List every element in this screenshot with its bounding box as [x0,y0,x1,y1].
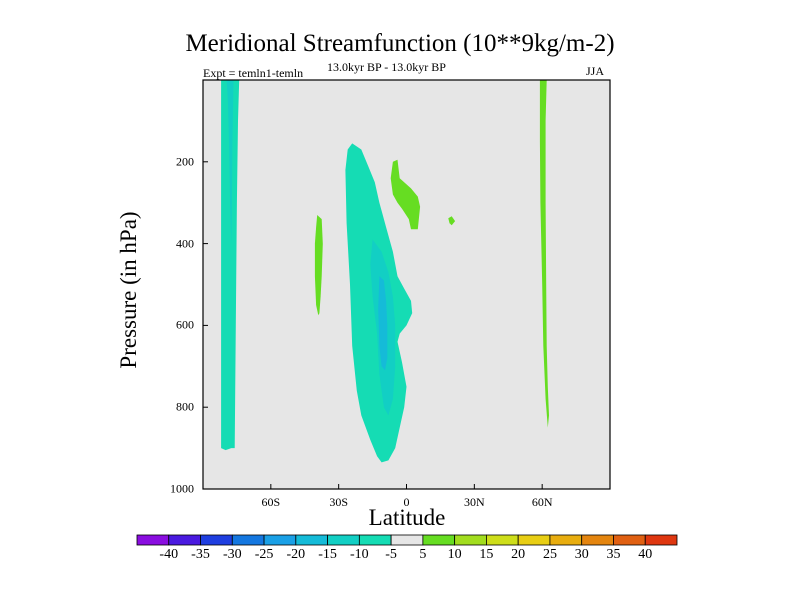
colorbar-swatch [517,534,551,546]
colorbar-swatch [581,534,614,546]
colorbar-swatch [231,534,265,546]
colorbar-swatch [644,534,678,546]
y-tick-label: 800 [176,399,194,414]
x-tick-label: 30N [463,495,485,509]
colorbar-label: -30 [222,547,242,562]
colorbar-swatch [136,534,170,546]
plot-area [203,80,610,489]
colorbar-swatch [613,534,646,546]
region-positive-speck [448,216,456,226]
colorbar-swatch [200,534,233,546]
colorbar-label: 10 [447,547,462,562]
right-label: JJA [586,64,605,78]
x-tick-label: 60N [531,495,553,509]
region-sh-polar-cell [221,80,240,451]
colorbar-label: -40 [159,547,179,562]
left-label: Expt = temln1-temln [203,66,304,80]
colorbar-swatch [549,534,583,546]
region-sh-polar-cell-core [226,80,234,244]
colorbar-swatch [327,534,360,546]
colorbar-swatch [263,534,297,546]
y-tick-label: 600 [176,317,194,332]
colorbar-label: 5 [419,547,427,562]
colorbar-label: 15 [479,547,494,562]
colorbar-label: 20 [511,547,526,562]
y-tick-label: 1000 [170,481,194,496]
colorbar-swatch [168,534,201,546]
contour-regions [221,80,549,463]
x-tick-label: 30S [329,495,348,509]
y-tick-label: 400 [176,236,194,251]
colorbar-label: 40 [638,547,653,562]
colorbar-label: -10 [350,547,369,562]
colorbar-swatch [454,534,487,546]
x-axis-label: Latitude [368,505,446,530]
colorbar-swatch [390,534,424,546]
x-tick-label: 0 [403,495,410,509]
region-nh-positive-cell [539,80,549,428]
y-tick-label: 200 [176,154,194,169]
colorbar-swatch [422,534,456,546]
chart-title: Meridional Streamfunction (10**9kg/m-2) [185,30,615,57]
region-positive-sh-midlat [314,215,323,316]
axis-ticks [203,161,543,490]
colorbar-label: -5 [385,547,397,562]
y-axis-label: Pressure (in hPa) [116,211,141,369]
colorbar-label: 35 [606,547,621,562]
colorbar-label: 25 [542,547,557,562]
colorbar-swatch [486,534,519,546]
region-positive-tropics-upper [390,159,421,230]
colorbar-label: -25 [254,547,274,562]
x-tick-label: 60S [261,495,281,509]
colorbar-label: -35 [191,547,210,562]
center-label: 13.0kyr BP - 13.0kyr BP [327,60,446,74]
region-main-cell-core [378,276,388,371]
colorbar-swatch [358,534,392,546]
colorbar [136,534,678,546]
colorbar-label: -20 [286,547,306,562]
colorbar-swatch [295,534,328,546]
colorbar-label: -15 [318,547,337,562]
colorbar-label: 30 [574,547,589,562]
